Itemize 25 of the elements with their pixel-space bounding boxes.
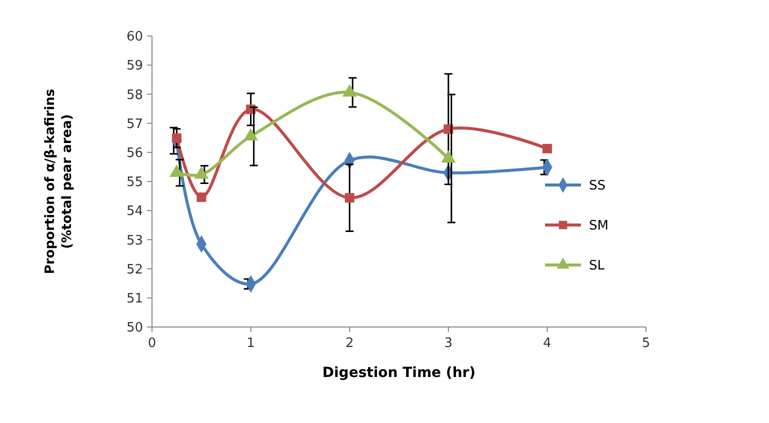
y-tick-label: 51 [126, 291, 143, 306]
x-tick-label: 3 [444, 336, 453, 351]
legend-label: SM [589, 218, 608, 234]
y-tick-label: 55 [126, 175, 143, 190]
y-tick-label: 59 [126, 58, 143, 74]
y-tick-label: 52 [126, 262, 143, 278]
x-tick-label: 4 [543, 336, 552, 351]
x-tick-label: 0 [148, 336, 156, 351]
y-axis-title: Proportion of α/β-kafirins (%total pear area) [43, 88, 75, 274]
y-tick-label: 56 [126, 146, 143, 161]
legend-label: SL [589, 258, 606, 274]
point [196, 192, 206, 202]
y-tick-label: 53 [126, 233, 143, 248]
legend-label: SS [589, 178, 606, 194]
y-tick-label: 57 [126, 116, 143, 132]
x-axis-title: Digestion Time (hr) [322, 365, 476, 381]
y-tick-label: 58 [126, 88, 143, 103]
x-tick-label: 2 [345, 336, 354, 351]
x-tick-label: 5 [642, 336, 650, 351]
x-tick-label: 1 [246, 336, 255, 351]
point [344, 193, 354, 203]
y-tick-label: 54 [126, 204, 143, 220]
y-tick-label: 60 [126, 30, 143, 45]
point [542, 144, 552, 154]
y-tick-label: 50 [126, 320, 143, 336]
